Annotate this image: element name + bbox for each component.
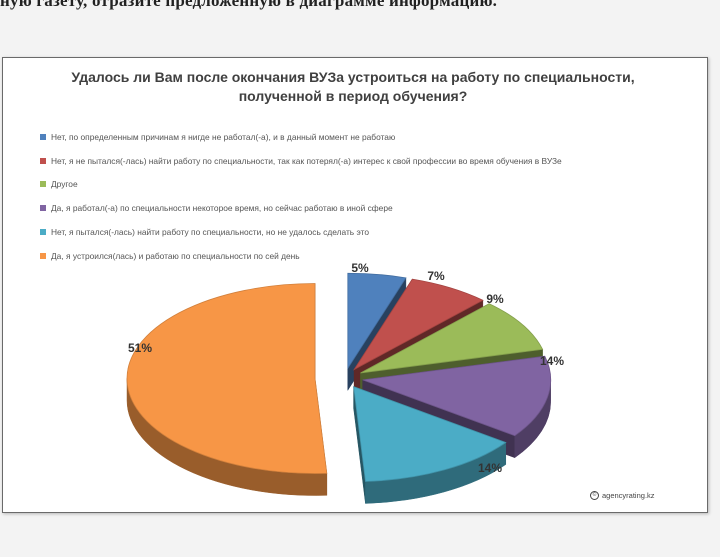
legend-label: Другое bbox=[51, 179, 78, 190]
chart-legend: Нет, по определенным причинам я нигде не… bbox=[40, 125, 690, 268]
legend-item: Нет, я пытался(-лась) найти работу по сп… bbox=[40, 220, 690, 244]
pie-slice bbox=[126, 283, 328, 496]
source-text: agencyrating.kz bbox=[602, 491, 655, 500]
legend-label: Нет, я пытался(-лась) найти работу по сп… bbox=[51, 227, 369, 238]
legend-label: Да, я устроился(лась) и работаю по специ… bbox=[51, 250, 300, 261]
legend-swatch bbox=[40, 157, 46, 164]
instruction-text: ную газету, отразите предложенную в диаг… bbox=[0, 0, 498, 10]
slice-percent-label: 5% bbox=[351, 261, 369, 275]
legend-swatch bbox=[40, 229, 46, 236]
copyright-icon: © bbox=[590, 491, 599, 500]
legend-label: Нет, я не пытался(-лась) найти работу по… bbox=[51, 155, 562, 166]
legend-label: Да, я работал(-а) по специальности некот… bbox=[51, 203, 393, 214]
slice-percent-label: 7% bbox=[427, 269, 445, 283]
legend-label: Нет, по определенным причинам я нигде не… bbox=[51, 131, 396, 142]
slice-percent-label: 51% bbox=[128, 341, 152, 355]
legend-swatch bbox=[40, 133, 46, 140]
legend-item: Да, я устроился(лась) и работаю по специ… bbox=[40, 244, 690, 268]
chart-title-line-2: полученной в период обучения? bbox=[238, 88, 468, 104]
legend-swatch bbox=[40, 181, 46, 188]
pie-slice bbox=[353, 386, 507, 504]
chart-title: Удалось ли Вам после окончания ВУЗа устр… bbox=[0, 68, 706, 106]
legend-item: Да, я работал(-а) по специальности некот… bbox=[40, 196, 690, 220]
slice-percent-label: 9% bbox=[486, 292, 504, 306]
legend-swatch bbox=[40, 205, 46, 212]
slice-percent-label: 14% bbox=[478, 461, 502, 475]
slice-percent-label: 14% bbox=[540, 354, 564, 368]
legend-swatch bbox=[40, 252, 46, 259]
source-credit: © agencyrating.kz bbox=[590, 491, 655, 500]
chart-title-line-1: Удалось ли Вам после окончания ВУЗа устр… bbox=[71, 69, 635, 85]
legend-item: Нет, я не пытался(-лась) найти работу по… bbox=[40, 149, 690, 173]
legend-item: Нет, по определенным причинам я нигде не… bbox=[40, 125, 690, 149]
legend-item: Другое bbox=[40, 173, 690, 197]
